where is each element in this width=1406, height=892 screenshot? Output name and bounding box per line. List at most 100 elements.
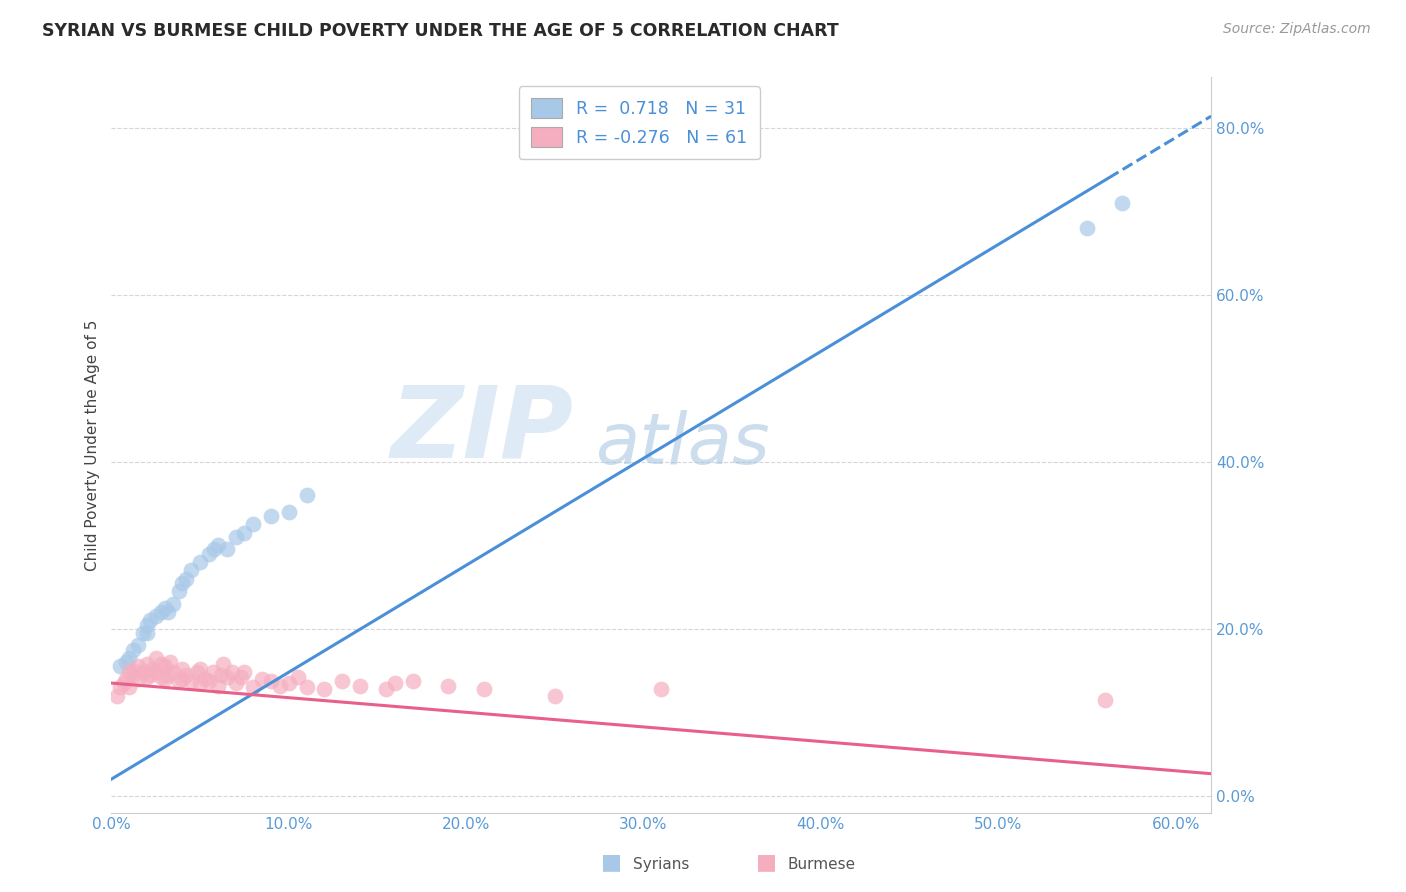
Point xyxy=(215,670,238,684)
Point xyxy=(260,673,283,688)
Point xyxy=(188,662,211,676)
Point xyxy=(135,670,157,684)
Point xyxy=(172,575,194,590)
Point xyxy=(186,665,208,680)
Point xyxy=(145,651,167,665)
Point xyxy=(437,679,460,693)
Point xyxy=(110,659,132,673)
Point xyxy=(127,672,149,686)
Point xyxy=(174,667,197,681)
Point xyxy=(157,667,180,681)
Legend: R =  0.718   N = 31, R = -0.276   N = 61: R = 0.718 N = 31, R = -0.276 N = 61 xyxy=(519,87,759,159)
Point xyxy=(159,655,181,669)
Text: Syrians: Syrians xyxy=(633,857,689,872)
Point xyxy=(132,626,155,640)
Point xyxy=(153,672,176,686)
Point xyxy=(114,672,136,686)
Point xyxy=(212,657,235,671)
Text: atlas: atlas xyxy=(595,410,770,480)
Point xyxy=(135,617,157,632)
Point xyxy=(242,680,264,694)
Point xyxy=(295,680,318,694)
Point xyxy=(544,689,567,703)
Point xyxy=(112,676,135,690)
Point xyxy=(277,505,299,519)
Point xyxy=(145,665,167,680)
Point xyxy=(1076,220,1098,235)
Point xyxy=(215,542,238,557)
Point xyxy=(269,679,291,693)
Point xyxy=(172,662,194,676)
Point xyxy=(225,530,247,544)
Point xyxy=(207,679,229,693)
Point xyxy=(194,672,217,686)
Point xyxy=(250,672,273,686)
Point xyxy=(132,665,155,680)
Point xyxy=(349,679,371,693)
Point xyxy=(402,673,425,688)
Point xyxy=(162,597,184,611)
Point xyxy=(121,642,143,657)
Point xyxy=(157,605,180,619)
Point xyxy=(139,667,162,681)
Point xyxy=(295,488,318,502)
Text: Burmese: Burmese xyxy=(787,857,855,872)
Text: ■: ■ xyxy=(756,853,776,872)
Point xyxy=(233,665,256,680)
Point xyxy=(141,662,163,676)
Point xyxy=(153,659,176,673)
Point xyxy=(229,670,252,684)
Point xyxy=(207,538,229,552)
Point xyxy=(277,676,299,690)
Point xyxy=(145,609,167,624)
Point xyxy=(150,670,173,684)
Point xyxy=(174,572,197,586)
Point xyxy=(150,657,173,671)
Point xyxy=(135,657,157,671)
Point xyxy=(314,681,336,696)
Point xyxy=(172,672,194,686)
Point xyxy=(118,664,141,678)
Text: Source: ZipAtlas.com: Source: ZipAtlas.com xyxy=(1223,22,1371,37)
Point xyxy=(209,667,232,681)
Point xyxy=(201,665,224,680)
Point xyxy=(198,547,221,561)
Point xyxy=(127,659,149,673)
Point xyxy=(188,676,211,690)
Text: ■: ■ xyxy=(602,853,621,872)
Point xyxy=(330,673,353,688)
Point xyxy=(135,626,157,640)
Point xyxy=(167,673,190,688)
Point xyxy=(375,681,398,696)
Point xyxy=(472,681,495,696)
Point xyxy=(650,681,672,696)
Point xyxy=(242,517,264,532)
Point xyxy=(1111,195,1133,210)
Point xyxy=(287,670,309,684)
Point xyxy=(114,655,136,669)
Point xyxy=(384,676,406,690)
Point xyxy=(121,667,143,681)
Point xyxy=(127,639,149,653)
Point xyxy=(180,563,202,577)
Point xyxy=(180,673,202,688)
Point xyxy=(1094,692,1116,706)
Y-axis label: Child Poverty Under the Age of 5: Child Poverty Under the Age of 5 xyxy=(86,319,100,571)
Point xyxy=(225,676,247,690)
Point xyxy=(150,605,173,619)
Point xyxy=(221,665,243,680)
Point xyxy=(153,600,176,615)
Point xyxy=(202,542,225,557)
Point xyxy=(118,680,141,694)
Point xyxy=(118,651,141,665)
Point xyxy=(162,665,184,680)
Point xyxy=(167,584,190,599)
Point xyxy=(188,555,211,569)
Point xyxy=(139,614,162,628)
Point xyxy=(198,673,221,688)
Text: SYRIAN VS BURMESE CHILD POVERTY UNDER THE AGE OF 5 CORRELATION CHART: SYRIAN VS BURMESE CHILD POVERTY UNDER TH… xyxy=(42,22,839,40)
Point xyxy=(233,525,256,540)
Text: ZIP: ZIP xyxy=(391,382,574,479)
Point xyxy=(110,680,132,694)
Point xyxy=(124,664,146,678)
